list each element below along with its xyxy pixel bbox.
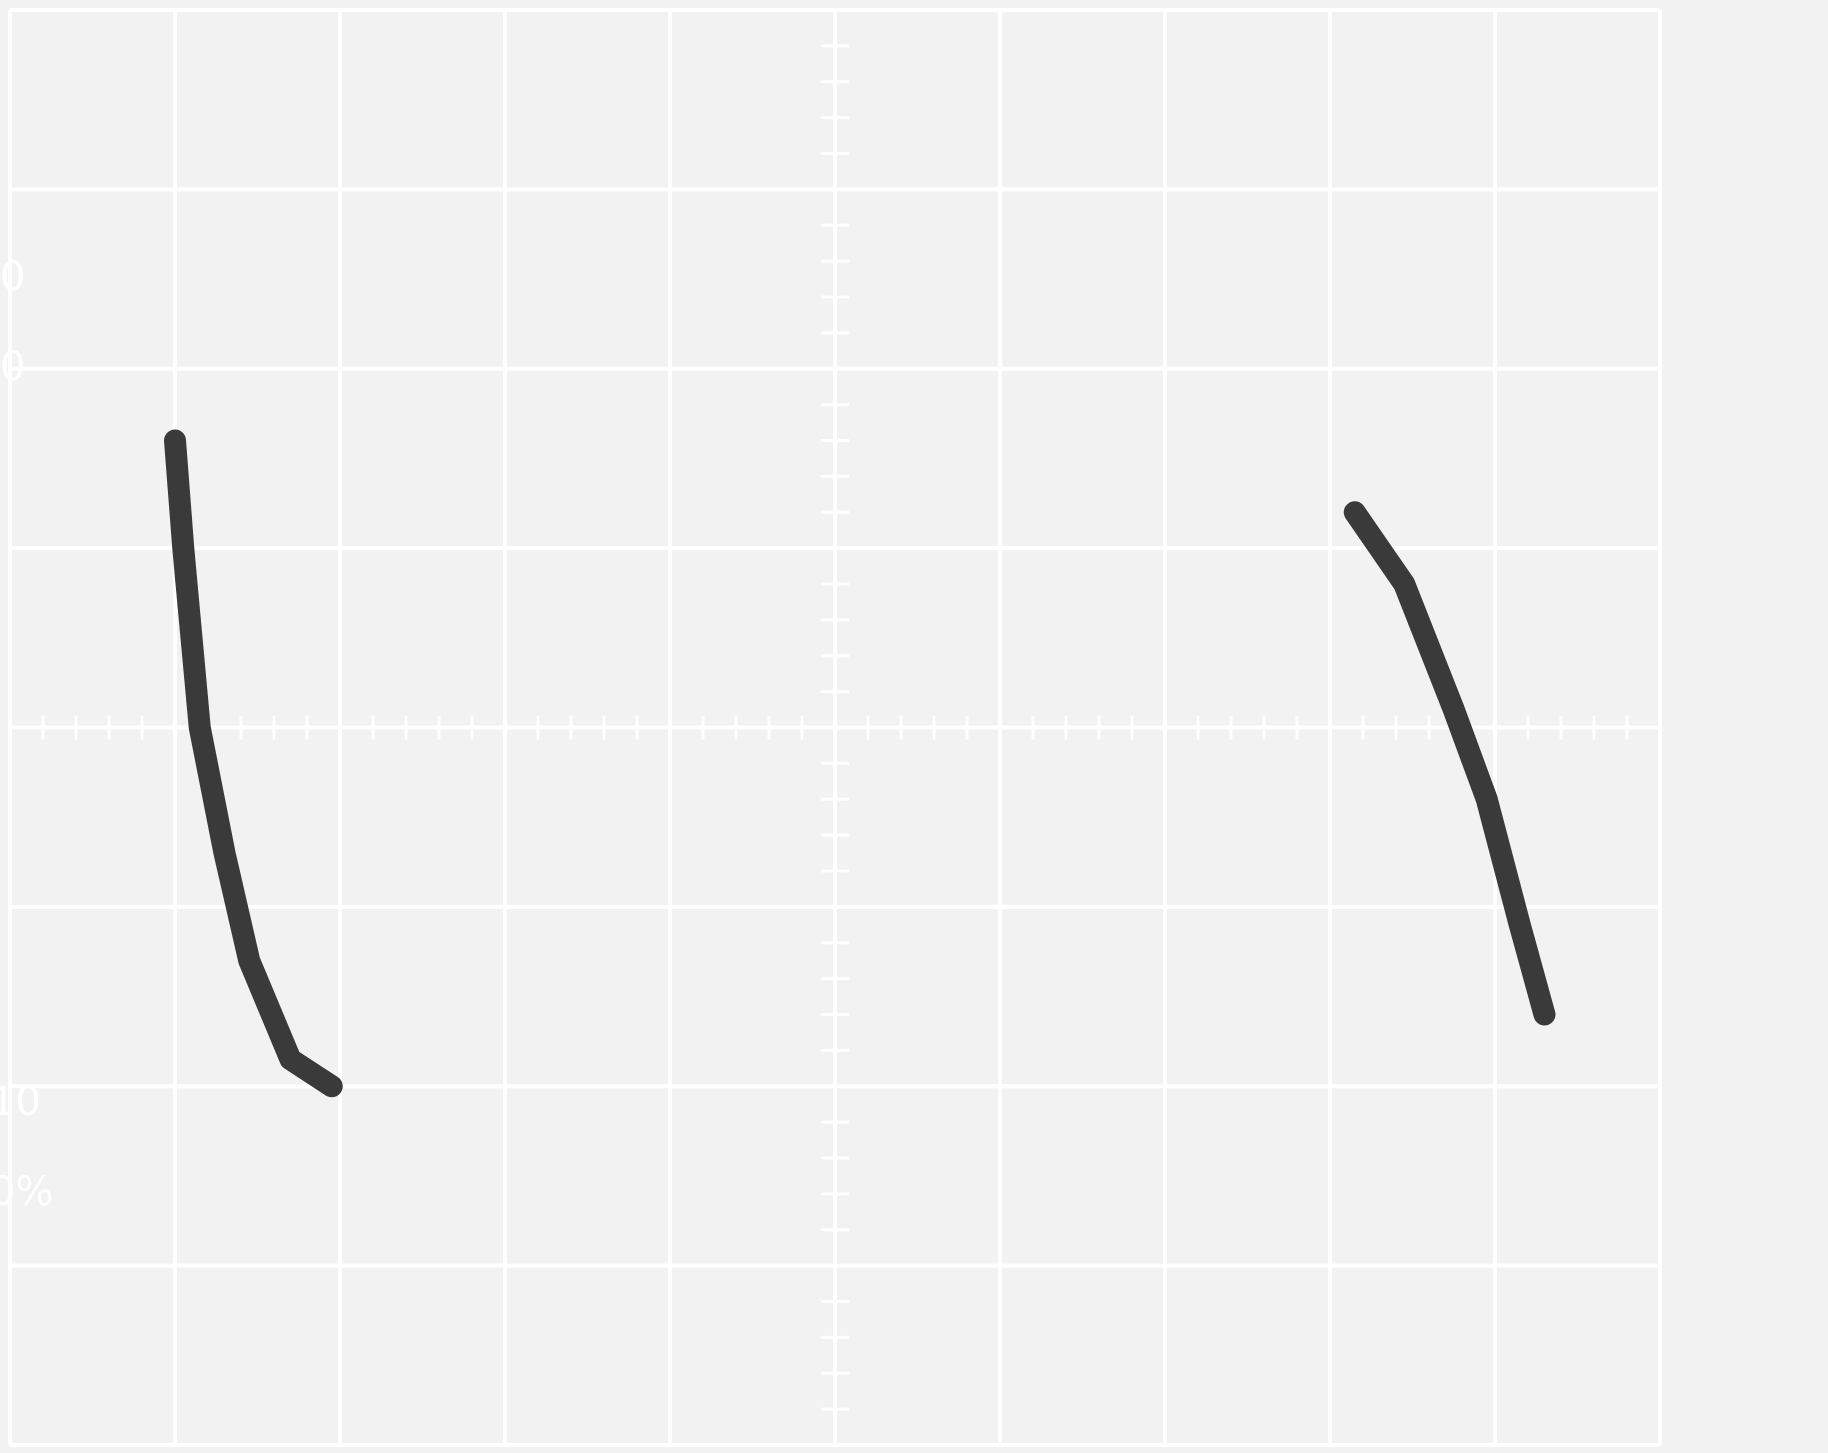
trace-2-point-2: [1446, 702, 1462, 718]
left-label-1: 0: [0, 254, 25, 300]
trace-1-point-5: [283, 1051, 299, 1067]
trace-1-point-1: [175, 540, 191, 556]
left-label-2: 0: [0, 344, 25, 390]
trace-2-point-5: [1537, 1007, 1553, 1023]
trace-1-point-4: [241, 953, 257, 969]
trace-1-point-3: [217, 845, 233, 861]
left-label-3: 10: [0, 1079, 41, 1125]
trace-1-point-2: [192, 720, 208, 736]
left-label-4: 0%: [0, 1169, 53, 1215]
trace-1-point-6: [324, 1078, 340, 1094]
trace-2-point-4: [1512, 917, 1528, 933]
trace-1-point-0: [167, 433, 183, 449]
trace-2-point-0: [1347, 504, 1363, 520]
trace-2-point-3: [1479, 791, 1495, 807]
trace-2-point-1: [1396, 576, 1412, 592]
